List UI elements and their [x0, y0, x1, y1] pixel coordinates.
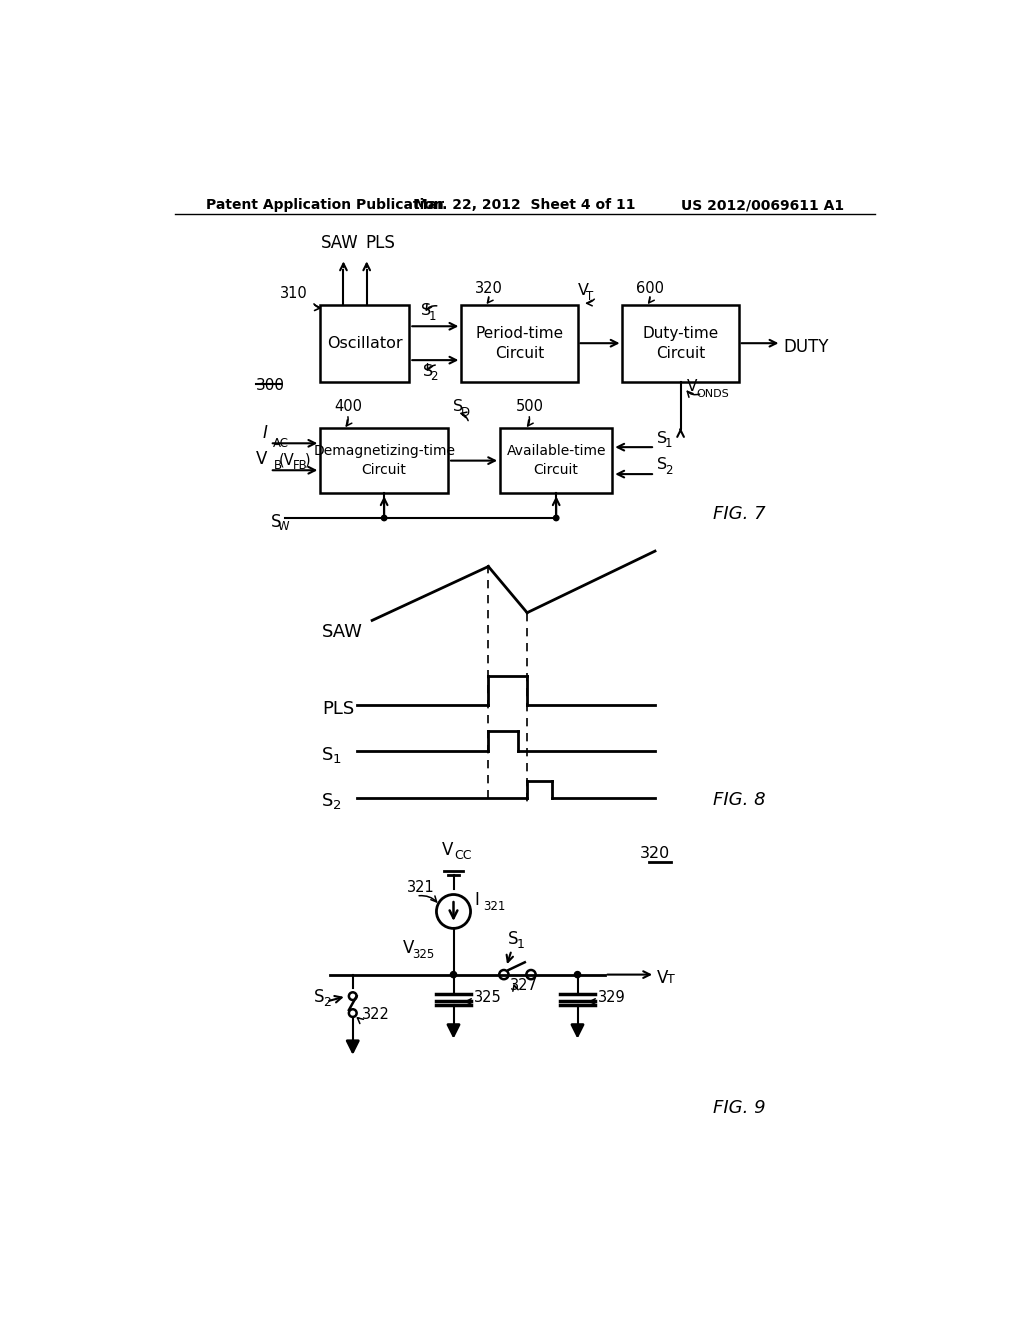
Text: 1: 1	[429, 310, 436, 323]
FancyBboxPatch shape	[461, 305, 578, 381]
Text: ONDS: ONDS	[696, 389, 729, 399]
Text: S: S	[657, 430, 668, 446]
Text: 325: 325	[474, 990, 502, 1005]
Text: FIG. 7: FIG. 7	[713, 504, 766, 523]
Text: FIG. 9: FIG. 9	[713, 1100, 766, 1117]
Text: 1: 1	[516, 939, 524, 952]
Text: 2: 2	[333, 800, 341, 813]
Text: US 2012/0069611 A1: US 2012/0069611 A1	[681, 198, 844, 213]
Text: ): )	[305, 451, 310, 467]
Circle shape	[554, 515, 559, 520]
Text: V: V	[256, 450, 267, 469]
Text: 400: 400	[334, 399, 362, 414]
Text: 320: 320	[475, 281, 503, 296]
Text: V: V	[403, 939, 415, 957]
Text: (V: (V	[280, 451, 295, 467]
Text: I: I	[262, 424, 267, 442]
Text: AC: AC	[273, 437, 289, 450]
Text: W: W	[278, 520, 289, 533]
Text: 1: 1	[333, 754, 341, 767]
Text: SAW: SAW	[321, 235, 358, 252]
Text: S: S	[454, 399, 464, 414]
Text: FIG. 8: FIG. 8	[713, 791, 766, 809]
FancyBboxPatch shape	[500, 428, 612, 494]
Text: 320: 320	[640, 846, 671, 861]
Text: DUTY: DUTY	[783, 338, 829, 356]
Text: 1: 1	[665, 437, 673, 450]
Text: T: T	[667, 973, 675, 986]
Circle shape	[574, 972, 581, 978]
Text: 325: 325	[413, 948, 434, 961]
Text: 327: 327	[510, 978, 538, 993]
Circle shape	[451, 972, 457, 978]
Text: 310: 310	[280, 286, 308, 301]
Text: 329: 329	[598, 990, 626, 1005]
Text: S: S	[271, 513, 282, 531]
Text: 322: 322	[362, 1007, 390, 1022]
Text: PLS: PLS	[322, 700, 354, 718]
Text: D: D	[461, 405, 470, 418]
Text: Patent Application Publication: Patent Application Publication	[206, 198, 443, 213]
Text: V: V	[687, 379, 697, 393]
Text: V: V	[442, 841, 454, 859]
Text: Duty-time
Circuit: Duty-time Circuit	[642, 326, 719, 360]
FancyBboxPatch shape	[321, 428, 449, 494]
Text: Available-time
Circuit: Available-time Circuit	[507, 445, 606, 477]
Text: Demagnetizing-time
Circuit: Demagnetizing-time Circuit	[313, 445, 455, 477]
Text: B: B	[273, 459, 282, 471]
Circle shape	[381, 515, 387, 520]
Text: S: S	[657, 458, 668, 473]
Text: 321: 321	[483, 900, 505, 913]
FancyBboxPatch shape	[321, 305, 410, 381]
Text: 2: 2	[665, 465, 673, 477]
Text: 300: 300	[256, 378, 285, 393]
Text: Period-time
Circuit: Period-time Circuit	[475, 326, 563, 360]
Text: Oscillator: Oscillator	[327, 335, 402, 351]
Text: 2: 2	[324, 997, 331, 1010]
Text: S: S	[421, 304, 431, 318]
Text: I: I	[474, 891, 479, 909]
Text: S: S	[314, 987, 325, 1006]
Text: V: V	[657, 969, 669, 987]
Text: S: S	[322, 792, 333, 810]
Text: FB: FB	[293, 459, 308, 471]
Text: S: S	[508, 929, 518, 948]
Text: 321: 321	[407, 880, 435, 895]
Text: V: V	[578, 284, 589, 298]
Text: PLS: PLS	[366, 235, 395, 252]
Text: 500: 500	[515, 399, 544, 414]
Text: S: S	[423, 363, 432, 379]
Text: T: T	[586, 290, 593, 304]
Text: CC: CC	[455, 849, 472, 862]
Text: 600: 600	[636, 281, 665, 296]
Text: 2: 2	[430, 370, 437, 383]
Text: Mar. 22, 2012  Sheet 4 of 11: Mar. 22, 2012 Sheet 4 of 11	[414, 198, 636, 213]
FancyBboxPatch shape	[623, 305, 738, 381]
Text: S: S	[322, 746, 333, 764]
Text: SAW: SAW	[322, 623, 362, 642]
